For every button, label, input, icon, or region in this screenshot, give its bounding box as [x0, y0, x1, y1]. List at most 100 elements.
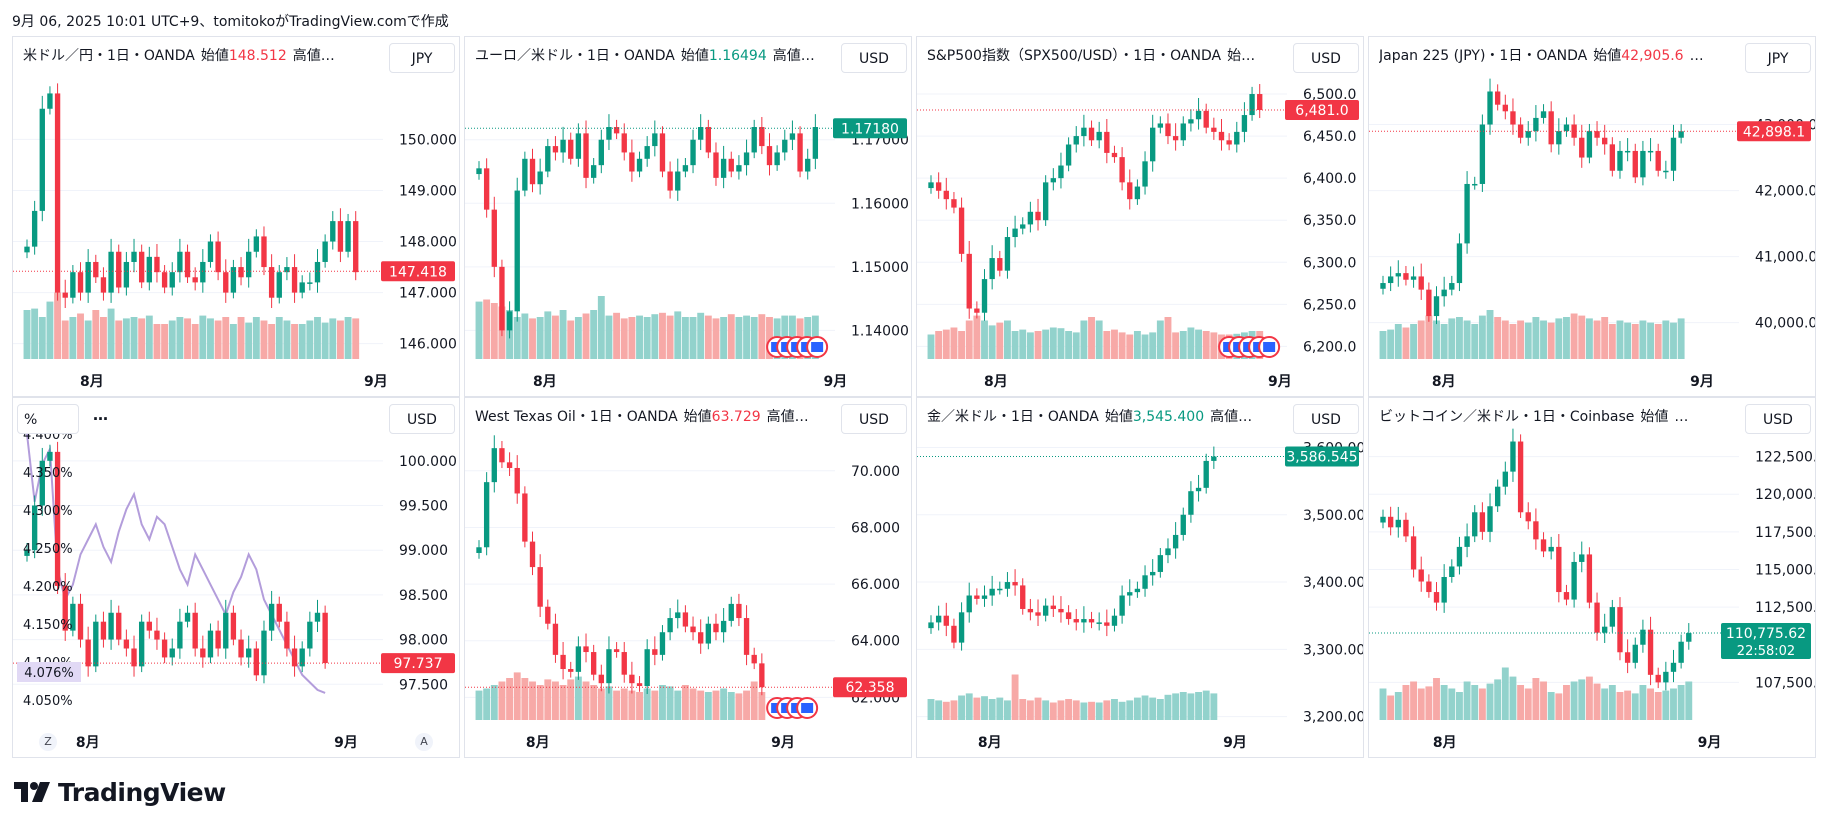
chart-canvas[interactable]: 100.000 99.500 99.000 98.500 98.000 97.500 97.… [13, 398, 460, 758]
volume-bar [1156, 699, 1164, 720]
candle-body [322, 241, 328, 262]
candle-body [736, 603, 742, 619]
candle-body [1464, 536, 1470, 547]
symbol-title: 金／米ドル・1日・OANDA [927, 409, 1099, 425]
volume-bar [1486, 683, 1494, 720]
chart-canvas[interactable]: 43,000.042,000.041,000.040,000.042,898.1… [1369, 37, 1816, 397]
candle-body [207, 241, 214, 262]
more-menu-button[interactable]: … [93, 406, 108, 424]
volume-bar [222, 317, 230, 359]
candle-body [629, 674, 635, 684]
y-tick-label: 42,000.0 [1755, 184, 1816, 200]
candle-body [1609, 607, 1616, 627]
symbol-title: ビットコイン／米ドル・1日・Coinbase [1379, 409, 1635, 425]
currency-button[interactable]: JPY [1745, 43, 1811, 73]
y-tick-label: 68.000 [851, 520, 900, 536]
candle-body [62, 292, 68, 298]
y-tick-label: 149.000 [399, 183, 457, 199]
candle-body [1119, 595, 1125, 616]
chart-canvas[interactable]: 122,500.00 120,000.00 117,500.00 115,000.00… [1369, 398, 1816, 758]
volume-bar [1118, 701, 1126, 720]
volume-bar [1164, 694, 1172, 720]
tradingview-logo[interactable]: TradingView [14, 774, 226, 810]
candle-body [1188, 119, 1194, 124]
chart-panel[interactable]: 122,500.00 120,000.00 117,500.00 115,000.00… [1368, 397, 1816, 758]
chart-panel[interactable]: 6,500.0 6,450.0 6,400.0 6,350.0 6,300.0 6,250… [916, 36, 1364, 397]
y-tick-label: 64.000 [851, 634, 900, 650]
chart-panel[interactable]: 70.000 68.000 66.000 64.000 62.000 62.358 8月 9月… [464, 397, 912, 758]
candle-body [644, 146, 650, 159]
candle-body [131, 648, 137, 667]
chart-canvas[interactable]: 6,500.0 6,450.0 6,400.0 6,350.0 6,300.0 6,250… [917, 37, 1364, 397]
chart-panel[interactable]: 150.000 149.000 148.000 147.000 146.000 147.4… [12, 36, 460, 397]
currency-button[interactable]: USD [841, 43, 907, 73]
chart-panel[interactable]: 3,600.0003,500.0003,400.0003,300.0003,20… [916, 397, 1364, 758]
candle-body [1472, 512, 1478, 537]
volume-bar [1585, 676, 1593, 720]
currency-button[interactable]: USD [1293, 43, 1359, 73]
currency-button[interactable]: USD [389, 404, 455, 434]
last-price-value: 42,898.1 [1743, 124, 1805, 140]
volume-bar [1080, 320, 1088, 359]
chart-panel[interactable]: 43,000.042,000.041,000.040,000.042,898.1… [1368, 36, 1816, 397]
candle-body [514, 190, 520, 312]
volume-bar [1425, 686, 1433, 720]
last-price-value: 1.17180 [841, 121, 899, 137]
percent-scale-button[interactable]: % [17, 404, 79, 434]
currency-button[interactable]: USD [841, 404, 907, 434]
candle-body [1081, 127, 1087, 137]
volume-bar [1034, 331, 1042, 359]
x-tick-label: 9月 [334, 735, 358, 751]
volume-bar [704, 692, 712, 720]
volume-bar [1654, 692, 1662, 720]
volume-bar [1088, 701, 1095, 720]
volume-bar [1410, 681, 1418, 720]
chart-canvas[interactable]: 3,600.0003,500.0003,400.0003,300.0003,20… [917, 398, 1364, 758]
volume-bar [958, 695, 966, 720]
x-tick-label: 8月 [1433, 735, 1457, 751]
chart-panel[interactable]: 1.17000 1.16000 1.15000 1.14000 1.17180 8月 9月ユ… [464, 36, 912, 397]
candle-body [207, 630, 214, 658]
candle-body [1395, 519, 1401, 528]
volume-bar [1639, 320, 1647, 359]
candle-body [31, 210, 38, 247]
auto-scale-button[interactable]: A [415, 733, 433, 751]
volume-bar [620, 688, 628, 720]
volume-bar [237, 317, 245, 359]
chart-panel[interactable]: 100.000 99.500 99.000 98.500 98.000 97.500 97.… [12, 397, 460, 758]
candle-body [330, 221, 336, 242]
economic-event-icon[interactable] [806, 336, 829, 358]
candle-body [268, 603, 275, 631]
volume-bar [712, 318, 720, 359]
open-label: 始値 [683, 409, 712, 425]
left-y-tick-label: 4.350% [23, 466, 73, 481]
volume-bar [712, 690, 720, 720]
candle-body [629, 152, 635, 172]
volume-bar [1532, 317, 1540, 359]
volume-bar [567, 320, 575, 359]
volume-bar [1616, 692, 1624, 720]
volume-bar [475, 690, 483, 720]
economic-event-icon[interactable] [1258, 336, 1281, 358]
volume-bar [973, 697, 981, 720]
candle-body [322, 612, 328, 664]
volume-bar [758, 692, 766, 720]
volume-bar [1677, 318, 1685, 359]
currency-button[interactable]: USD [1745, 404, 1811, 434]
y-tick-label: 66.000 [851, 577, 900, 593]
candle-body [1418, 276, 1424, 290]
volume-bar [1524, 322, 1532, 359]
volume-bar [559, 685, 567, 720]
economic-event-icon[interactable] [796, 697, 819, 719]
y-tick-label: 120,000.00 [1755, 487, 1816, 503]
volume-bar [92, 310, 100, 359]
volume-bar [490, 685, 498, 720]
volume-bar [735, 317, 743, 359]
currency-button[interactable]: USD [1293, 404, 1359, 434]
chart-canvas[interactable]: 150.000 149.000 148.000 147.000 146.000 147.4… [13, 37, 460, 397]
currency-button[interactable]: JPY [389, 43, 455, 73]
volume-bar [483, 688, 491, 720]
zoom-z-button[interactable]: Z [39, 733, 57, 751]
